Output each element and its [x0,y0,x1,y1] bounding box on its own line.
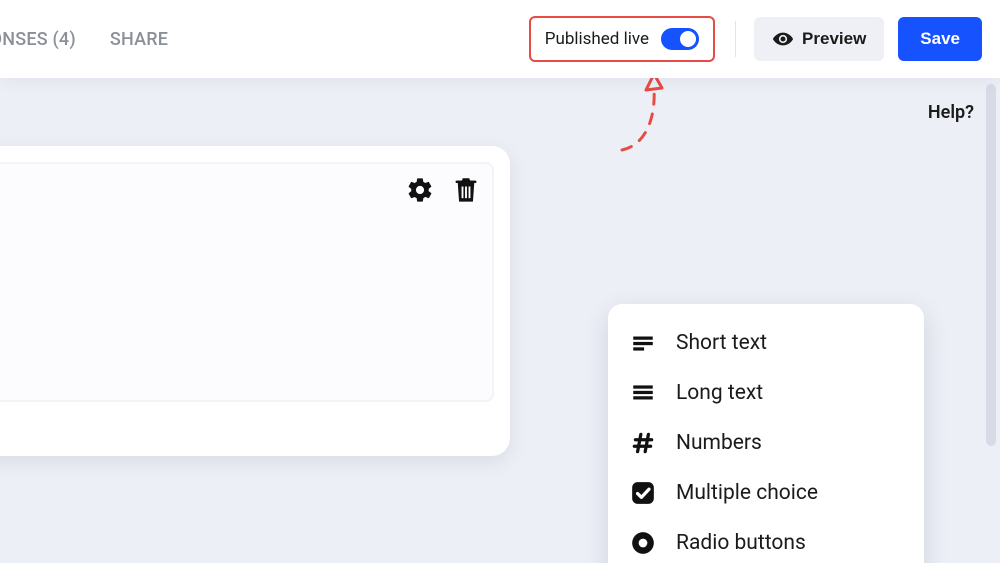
help-link[interactable]: Help? [928,102,974,123]
trash-icon[interactable] [452,176,480,204]
radio-icon [630,530,656,556]
short-text-icon [630,330,656,356]
field-type-multiple-choice[interactable]: Multiple choice [626,468,906,518]
question-editor[interactable] [0,162,494,402]
tab-share[interactable]: SHARE [110,29,168,50]
save-label: Save [920,29,960,49]
field-type-radio-buttons[interactable]: Radio buttons [626,518,906,563]
publish-toggle[interactable] [661,28,699,50]
annotation-arrow [612,68,672,158]
field-type-short-text[interactable]: Short text [626,318,906,368]
publish-toggle-box[interactable]: Published live [529,16,715,62]
scrollbar[interactable] [986,84,996,446]
field-type-label: Long text [676,381,763,405]
field-type-label: Numbers [676,431,762,455]
field-type-panel: Short text Long text Numb [608,304,924,563]
field-type-label: Short text [676,331,767,355]
topbar-tabs: PONSES (4) SHARE [0,29,168,50]
save-button[interactable]: Save [898,17,982,61]
publish-label: Published live [545,29,649,49]
long-text-icon [630,380,656,406]
tab-responses[interactable]: PONSES (4) [0,29,76,50]
field-type-label: Multiple choice [676,481,818,505]
question-tools [406,176,480,204]
field-type-label: Radio buttons [676,531,806,555]
divider [735,21,736,57]
field-type-long-text[interactable]: Long text [626,368,906,418]
field-type-numbers[interactable]: Numbers [626,418,906,468]
gear-icon[interactable] [406,176,434,204]
hash-icon [630,430,656,456]
preview-button[interactable]: Preview [754,17,884,61]
topbar: PONSES (4) SHARE Published live Preview … [0,0,1000,78]
preview-label: Preview [802,29,866,49]
checkbox-icon [630,480,656,506]
eye-icon [772,28,794,50]
question-card[interactable] [0,146,510,456]
